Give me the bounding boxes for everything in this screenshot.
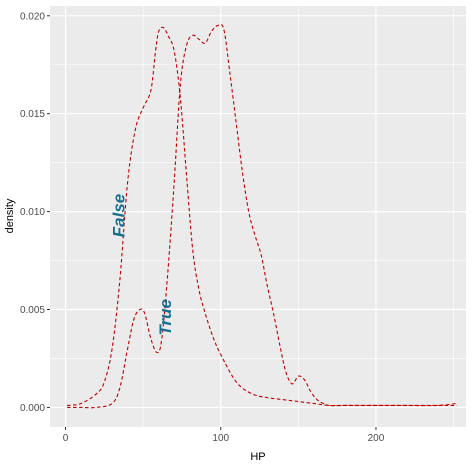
y-axis-title: density bbox=[4, 198, 16, 233]
x-tick-label: 0 bbox=[63, 433, 69, 444]
y-axis: 0.000 0.005 0.010 0.015 0.020 bbox=[20, 11, 50, 414]
y-tick-label: 0.005 bbox=[20, 305, 45, 316]
grid bbox=[50, 6, 466, 427]
curve-labels: False True bbox=[110, 194, 176, 336]
x-axis-title: HP bbox=[250, 451, 265, 463]
curve-label-false: False bbox=[110, 194, 129, 237]
y-tick-label: 0.010 bbox=[20, 207, 45, 218]
curve-label-true: True bbox=[156, 299, 175, 336]
x-tick-label: 100 bbox=[212, 433, 229, 444]
density-curves bbox=[66, 23, 457, 409]
x-tick-label: 200 bbox=[368, 433, 385, 444]
y-tick-label: 0.020 bbox=[20, 11, 45, 22]
y-tick-label: 0.000 bbox=[20, 403, 45, 414]
x-axis: 0 100 200 bbox=[63, 427, 385, 444]
density-line-true bbox=[67, 23, 457, 409]
y-tick-label: 0.015 bbox=[20, 109, 45, 120]
plot-panel bbox=[50, 6, 466, 427]
